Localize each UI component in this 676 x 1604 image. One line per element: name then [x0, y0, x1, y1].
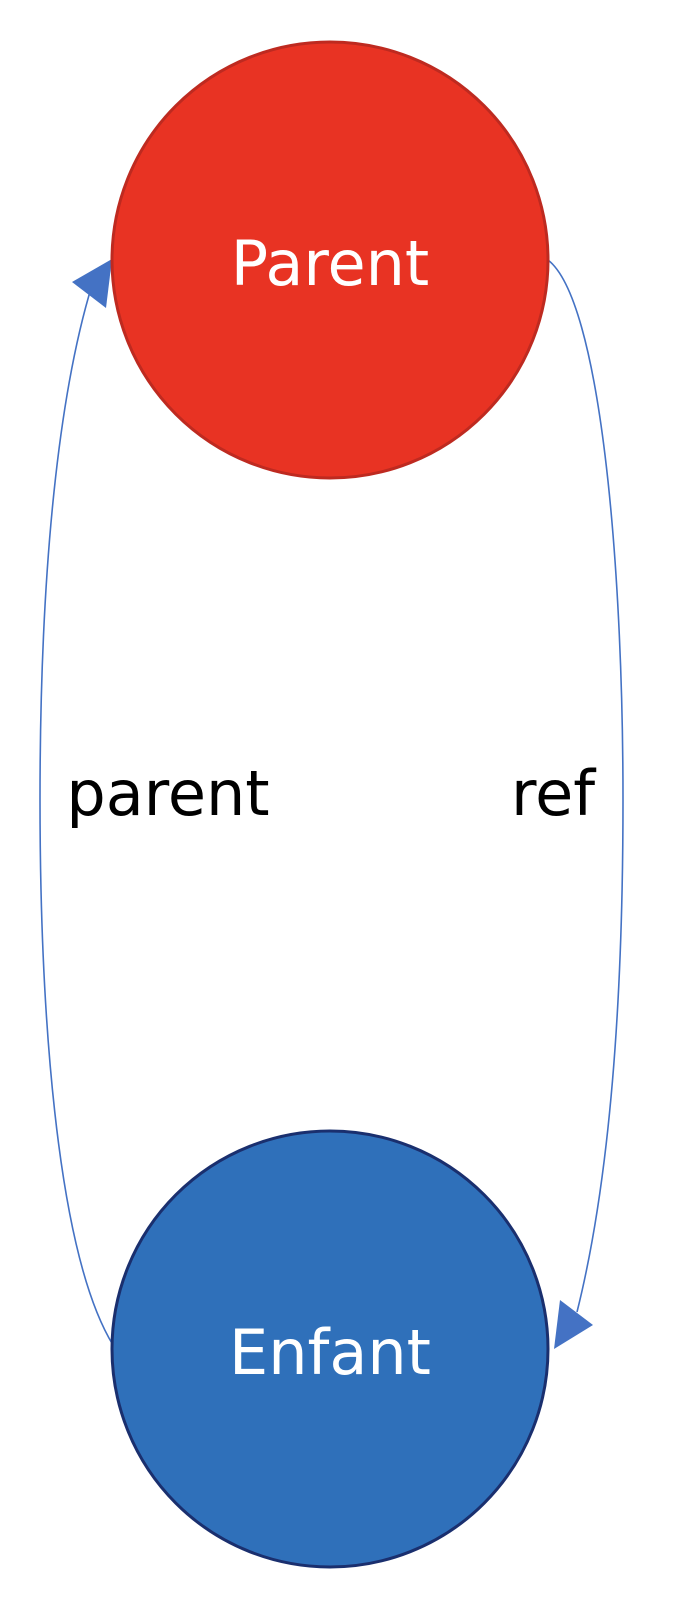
- edge-parent-to-child-label: ref: [511, 757, 597, 830]
- child-node[interactable]: [110, 1129, 550, 1569]
- parent-node[interactable]: [110, 40, 550, 480]
- edge-child-to-parent-label: parent: [66, 757, 269, 830]
- edge-child-to-parent-line: [39, 284, 114, 1346]
- edge-child-to-parent-arrowhead: [72, 259, 112, 308]
- parent-node-label: Parent: [231, 227, 429, 300]
- edge-parent-to-child-line: [547, 259, 624, 1313]
- edge-parent-to-child-arrowhead: [554, 1300, 593, 1349]
- child-node-label: Enfant: [229, 1316, 431, 1389]
